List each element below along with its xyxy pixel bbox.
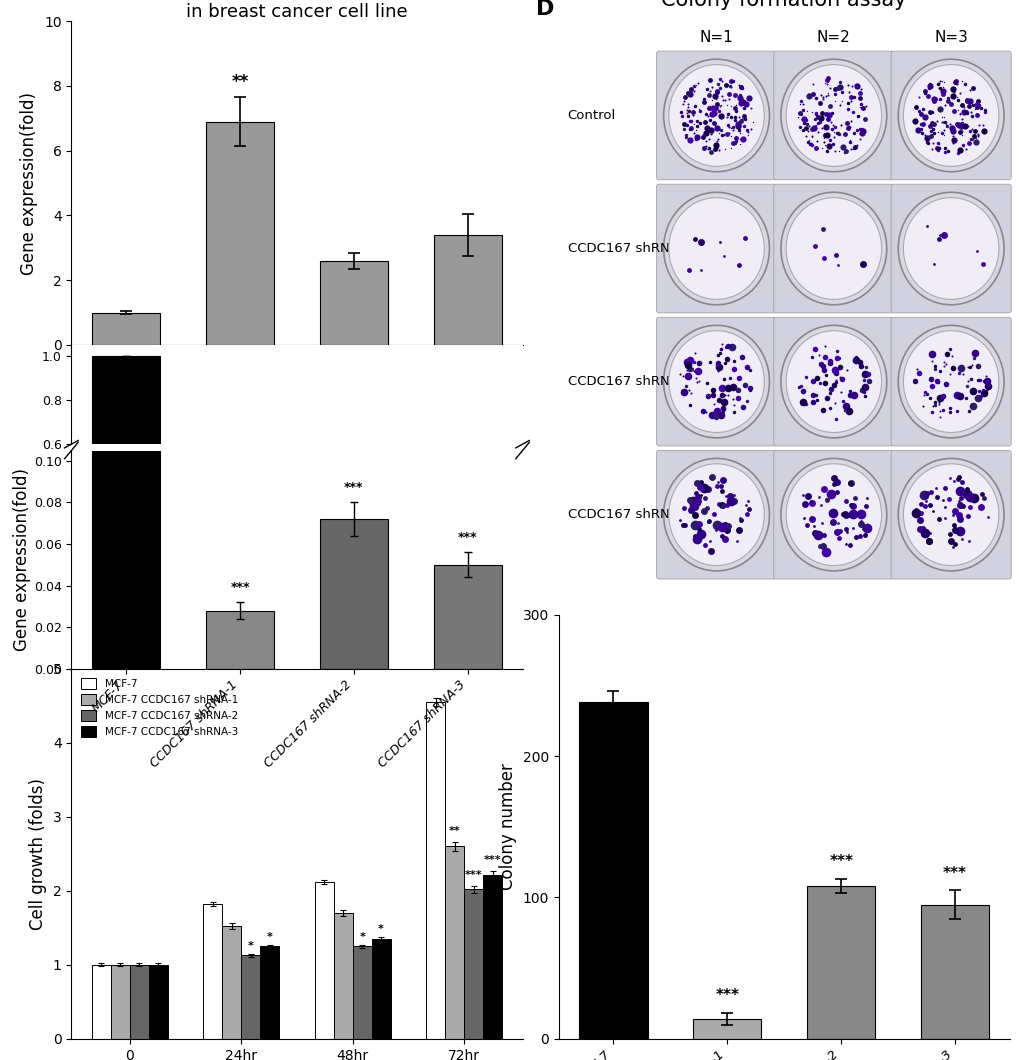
Ellipse shape [903, 331, 998, 432]
Bar [206, 570, 274, 577]
Bar [433, 565, 501, 669]
FancyBboxPatch shape [656, 51, 775, 180]
FancyBboxPatch shape [891, 450, 1010, 579]
Text: CCDC167 shRNA-3: CCDC167 shRNA-3 [568, 508, 691, 522]
Bar [920, 904, 988, 1039]
Y-axis label: Cell growth (folds): Cell growth (folds) [30, 778, 47, 930]
Text: *: * [378, 924, 384, 935]
Bar [433, 565, 501, 577]
FancyBboxPatch shape [773, 51, 893, 180]
Title: Expression of CCDC167
in breast cancer cell line: Expression of CCDC167 in breast cancer c… [186, 0, 408, 21]
Bar [319, 261, 388, 344]
Ellipse shape [898, 458, 1003, 571]
Bar [92, 356, 160, 577]
FancyBboxPatch shape [656, 317, 775, 446]
Bar [92, 965, 111, 1039]
Text: E: E [490, 589, 505, 609]
Text: ***: *** [465, 869, 482, 880]
Bar [222, 926, 242, 1039]
Ellipse shape [898, 59, 1003, 172]
Text: **: ** [231, 73, 249, 91]
Ellipse shape [781, 59, 886, 172]
Bar [433, 235, 501, 344]
Ellipse shape [663, 192, 768, 305]
Text: ***: *** [343, 481, 364, 494]
Text: ***: *** [230, 581, 250, 594]
Bar [333, 913, 353, 1039]
Text: *: * [359, 932, 365, 942]
FancyBboxPatch shape [773, 450, 893, 579]
FancyBboxPatch shape [773, 184, 893, 313]
FancyBboxPatch shape [891, 51, 1010, 180]
FancyBboxPatch shape [656, 450, 775, 579]
Legend: MCF-7, MCF-7 CCDC167 shRNA-1, MCF-7 CCDC167 shRNA-2, MCF-7 CCDC167 shRNA-3: MCF-7, MCF-7 CCDC167 shRNA-1, MCF-7 CCDC… [76, 674, 242, 741]
Text: ***: *** [828, 854, 852, 869]
Ellipse shape [903, 197, 998, 299]
Ellipse shape [668, 65, 763, 166]
Ellipse shape [781, 192, 886, 305]
Bar [111, 965, 129, 1039]
Ellipse shape [786, 331, 880, 432]
Bar [444, 846, 464, 1039]
FancyBboxPatch shape [656, 184, 775, 313]
Bar [260, 947, 279, 1039]
Text: ***: *** [943, 866, 966, 881]
Ellipse shape [786, 197, 880, 299]
Bar [129, 965, 149, 1039]
Bar [464, 889, 483, 1039]
Ellipse shape [663, 458, 768, 571]
Ellipse shape [781, 458, 886, 571]
Bar [319, 519, 388, 669]
FancyBboxPatch shape [891, 184, 1010, 313]
Bar [92, 0, 160, 669]
Text: CCDC167 shRNA-2: CCDC167 shRNA-2 [568, 375, 691, 388]
Ellipse shape [663, 59, 768, 172]
Bar [315, 882, 333, 1039]
Y-axis label: Gene expression(fold): Gene expression(fold) [20, 91, 39, 275]
Text: N=1: N=1 [699, 31, 733, 46]
Bar [206, 611, 274, 669]
Text: Colony formation assay: Colony formation assay [661, 0, 906, 11]
Ellipse shape [903, 65, 998, 166]
Text: N=2: N=2 [816, 31, 850, 46]
Text: ***: *** [483, 854, 501, 865]
Bar [579, 703, 647, 1039]
Bar [206, 122, 274, 344]
Text: ***: *** [714, 989, 739, 1004]
Y-axis label: Colony number: Colony number [498, 763, 517, 890]
Text: N=3: N=3 [933, 31, 967, 46]
Bar [371, 939, 390, 1039]
Ellipse shape [786, 464, 880, 566]
Y-axis label: Gene expression(fold): Gene expression(fold) [13, 469, 31, 651]
Bar [353, 947, 371, 1039]
Text: D: D [536, 0, 554, 19]
Text: Control: Control [568, 109, 615, 122]
Text: *: * [248, 940, 254, 951]
Bar [203, 904, 222, 1039]
Text: *: * [267, 932, 272, 942]
Ellipse shape [668, 197, 763, 299]
Bar [426, 702, 444, 1039]
Bar [149, 965, 167, 1039]
Bar [692, 1019, 761, 1039]
Text: CCDC167 shRNA-1: CCDC167 shRNA-1 [568, 242, 691, 255]
Ellipse shape [781, 325, 886, 438]
Bar [319, 561, 388, 577]
Bar [92, 313, 160, 344]
Bar [242, 955, 260, 1039]
FancyBboxPatch shape [773, 317, 893, 446]
Ellipse shape [668, 464, 763, 566]
FancyBboxPatch shape [891, 317, 1010, 446]
Text: ***: *** [458, 531, 477, 544]
Ellipse shape [663, 325, 768, 438]
Ellipse shape [898, 192, 1003, 305]
Ellipse shape [903, 464, 998, 566]
Bar [483, 874, 501, 1039]
Ellipse shape [668, 331, 763, 432]
Ellipse shape [786, 65, 880, 166]
Bar [806, 886, 874, 1039]
Ellipse shape [898, 325, 1003, 438]
Text: **: ** [448, 826, 461, 836]
